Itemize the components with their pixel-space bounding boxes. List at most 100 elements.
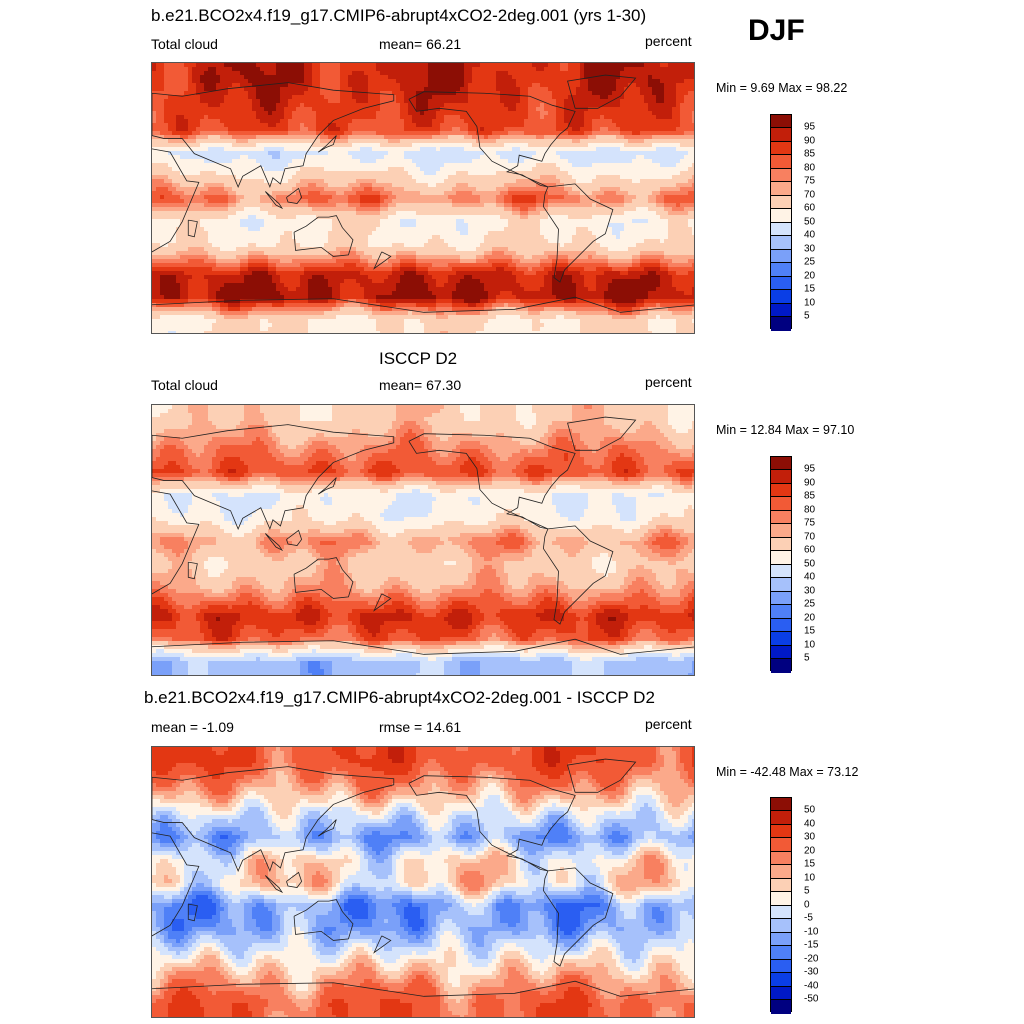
contour-cell — [316, 67, 321, 72]
contour-cell — [416, 127, 421, 132]
contour-cell — [328, 151, 333, 156]
contour-cell — [224, 167, 229, 172]
contour-cell — [608, 167, 613, 172]
contour-cell — [428, 143, 433, 148]
contour-cell — [348, 179, 353, 184]
contour-cell — [264, 207, 269, 212]
contour-cell — [564, 119, 569, 124]
contour-cell — [328, 183, 333, 188]
contour-cell — [472, 83, 477, 88]
contour-cell — [484, 99, 489, 104]
contour-cell — [200, 167, 205, 172]
contour-cell — [244, 131, 249, 136]
contour-cell — [200, 87, 205, 92]
contour-cell — [428, 127, 433, 132]
contour-cell — [196, 83, 201, 88]
contour-cell — [600, 163, 605, 168]
contour-cell — [484, 83, 489, 88]
contour-cell — [260, 111, 265, 116]
contour-cell — [356, 195, 361, 200]
contour-cell — [632, 99, 637, 104]
contour-cell — [620, 175, 625, 180]
contour-cell — [656, 167, 661, 172]
contour-cell — [160, 139, 165, 144]
contour-cell — [420, 131, 425, 136]
contour-cell — [152, 107, 157, 112]
contour-cell — [224, 183, 229, 188]
contour-cell — [168, 95, 173, 100]
contour-cell — [572, 119, 577, 124]
contour-cell — [476, 147, 481, 152]
contour-cell — [620, 79, 625, 84]
contour-cell — [496, 131, 501, 136]
contour-cell — [564, 203, 569, 208]
contour-cell — [592, 159, 597, 164]
contour-cell — [360, 171, 365, 176]
contour-cell — [612, 95, 617, 100]
contour-cell — [180, 63, 185, 68]
contour-cell — [596, 67, 601, 72]
contour-cell — [232, 111, 237, 116]
contour-cell — [372, 167, 377, 172]
contour-cell — [332, 191, 337, 196]
contour-cell — [284, 187, 289, 192]
contour-cell — [344, 183, 349, 188]
contour-cell — [688, 79, 693, 84]
contour-cell — [532, 203, 537, 208]
contour-cell — [256, 151, 261, 156]
contour-cell — [564, 179, 569, 184]
contour-cell — [216, 195, 221, 200]
contour-cell — [428, 147, 433, 152]
contour-cell — [672, 71, 677, 76]
contour-cell — [400, 91, 405, 96]
contour-cell — [276, 191, 281, 196]
contour-cell — [476, 99, 481, 104]
contour-cell — [628, 163, 633, 168]
contour-cell — [368, 111, 373, 116]
contour-cell — [516, 163, 521, 168]
contour-cell — [228, 155, 233, 160]
contour-cell — [612, 199, 617, 204]
contour-cell — [636, 83, 641, 88]
contour-cell — [612, 187, 617, 192]
contour-cell — [680, 175, 685, 180]
contour-cell — [408, 195, 413, 200]
contour-cell — [172, 95, 177, 100]
contour-cell — [368, 191, 373, 196]
contour-cell — [320, 139, 325, 144]
contour-cell — [576, 99, 581, 104]
contour-cell — [388, 179, 393, 184]
contour-cell — [488, 111, 493, 116]
contour-cell — [548, 63, 553, 68]
contour-cell — [664, 203, 669, 208]
contour-cell — [256, 107, 261, 112]
contour-cell — [188, 155, 193, 160]
contour-cell — [164, 183, 169, 188]
contour-cell — [396, 159, 401, 164]
contour-cell — [172, 151, 177, 156]
contour-cell — [672, 87, 677, 92]
contour-cell — [452, 95, 457, 100]
contour-cell — [632, 107, 637, 112]
contour-cell — [464, 119, 469, 124]
contour-cell — [560, 135, 565, 140]
contour-cell — [380, 151, 385, 156]
contour-cell — [644, 103, 649, 108]
contour-cell — [252, 207, 257, 212]
contour-cell — [620, 99, 625, 104]
contour-cell — [684, 119, 689, 124]
contour-cell — [664, 199, 669, 204]
contour-cell — [600, 147, 605, 152]
contour-cell — [676, 115, 681, 120]
contour-cell — [664, 75, 669, 80]
contour-cell — [628, 103, 633, 108]
contour-cell — [368, 167, 373, 172]
contour-cell — [332, 147, 337, 152]
contour-cell — [472, 167, 477, 172]
contour-cell — [480, 123, 485, 128]
contour-cell — [636, 179, 641, 184]
contour-cell — [436, 127, 441, 132]
contour-cell — [660, 183, 665, 188]
contour-cell — [612, 123, 617, 128]
contour-cell — [228, 95, 233, 100]
